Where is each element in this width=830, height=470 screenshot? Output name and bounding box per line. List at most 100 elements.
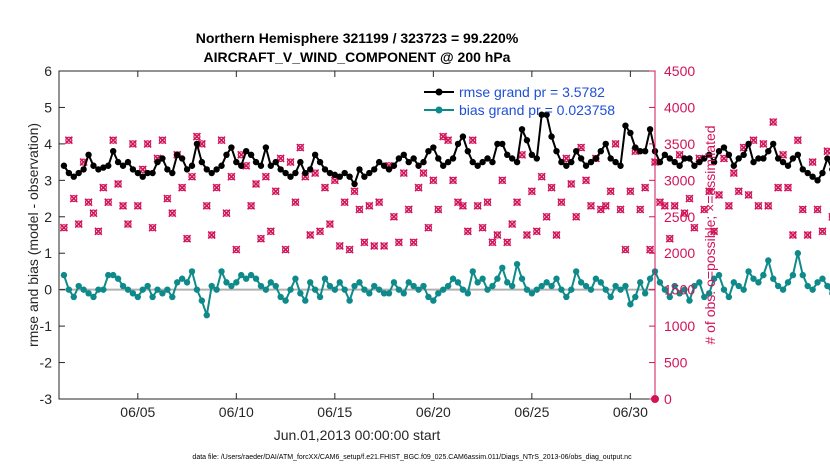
- obs-possible-marker: [104, 198, 112, 206]
- y-axis-label-left: rmse and bias (model - observation): [25, 123, 41, 347]
- obs-assimilated-marker: [335, 241, 344, 250]
- rmse-point: [710, 158, 718, 166]
- obs-x-stroke: [335, 241, 344, 250]
- rmse-point: [139, 173, 146, 180]
- obs-possible-marker: [168, 209, 176, 217]
- rmse-point: [272, 158, 279, 166]
- obs-x-stroke: [537, 172, 546, 181]
- obs-x-stroke: [513, 198, 522, 207]
- rmse-point: [282, 169, 289, 177]
- rmse-point: [681, 155, 688, 162]
- obs-x-stroke: [493, 230, 502, 240]
- bias-point: [415, 286, 422, 293]
- bias-point: [371, 282, 378, 290]
- bias-point: [331, 286, 339, 293]
- rmse-point: [705, 151, 713, 159]
- rmse-point: [508, 155, 516, 162]
- obs-x-stroke: [207, 230, 216, 240]
- bias-point: [188, 268, 196, 275]
- obs-assimilated-marker: [818, 227, 827, 236]
- x-tick-label: 06/10: [219, 404, 254, 420]
- obs-possible-marker: [498, 176, 506, 184]
- obs-assimilated-marker: [404, 205, 413, 214]
- bias-point: [223, 279, 230, 286]
- rmse-point: [75, 169, 82, 177]
- rmse-point: [346, 173, 353, 180]
- obs-x-stroke: [325, 220, 334, 229]
- obs-x-stroke: [783, 183, 793, 192]
- obs-possible-marker: [813, 205, 822, 214]
- obs-x-stroke: [399, 168, 408, 178]
- obs-x-stroke: [350, 187, 359, 196]
- bias-point: [420, 282, 427, 290]
- y-tick-label: 3: [44, 172, 52, 188]
- obs-possible-marker: [641, 184, 649, 192]
- rmse-point: [341, 169, 348, 177]
- obs-possible-marker: [528, 187, 536, 195]
- obs-x-stroke: [675, 150, 684, 159]
- bias-point: [277, 293, 284, 301]
- rmse-point: [149, 169, 156, 177]
- bias-point: [740, 286, 747, 293]
- legend-bias-label: bias grand pr = 0.023758: [459, 102, 615, 118]
- obs-x-stroke: [517, 150, 527, 159]
- obs-x-stroke: [64, 136, 73, 145]
- obs-possible-marker: [119, 202, 127, 210]
- obs-possible-marker: [410, 238, 418, 246]
- obs-assimilated-marker: [187, 172, 197, 181]
- obs-possible-marker: [764, 202, 772, 210]
- obs-x-stroke: [419, 168, 428, 178]
- obs-assimilated-marker: [94, 227, 103, 236]
- rmse-point: [528, 151, 536, 159]
- y-tick-label-right: 3500: [664, 136, 695, 152]
- obs-possible-marker: [818, 227, 827, 235]
- obs-possible-marker: [183, 235, 191, 243]
- bias-point: [824, 282, 830, 290]
- rmse-point: [686, 155, 693, 162]
- obs-x-stroke: [705, 187, 714, 196]
- obs-x-stroke: [163, 194, 172, 203]
- bias-point: [617, 286, 624, 293]
- obs-assimilated-marker: [99, 183, 108, 192]
- rmse-point: [691, 162, 698, 169]
- obs-x-stroke: [222, 209, 231, 218]
- obs-x-stroke: [680, 209, 689, 218]
- rmse-point: [740, 151, 747, 159]
- obs-x-stroke: [641, 183, 650, 192]
- obs-x-stroke: [212, 183, 221, 192]
- obs-x-stroke: [409, 238, 418, 247]
- rmse-point: [80, 166, 87, 173]
- legend-bias-marker: [435, 106, 443, 114]
- obs-possible-marker: [469, 136, 477, 144]
- bias-point: [302, 297, 309, 304]
- obs-possible-marker: [789, 231, 797, 239]
- legend-rmse-marker: [435, 88, 443, 96]
- bias-point: [568, 286, 575, 293]
- obs-possible-marker: [429, 176, 437, 184]
- obs-x-stroke: [370, 241, 379, 250]
- rmse-point: [750, 158, 757, 166]
- obs-assimilated-marker: [419, 168, 428, 178]
- obs-possible-marker: [134, 202, 142, 210]
- obs-possible-marker: [395, 238, 403, 246]
- rmse-point: [233, 158, 240, 166]
- y-tick-label: 5: [44, 99, 52, 115]
- bias-point: [95, 286, 102, 293]
- rmse-point: [715, 147, 723, 155]
- obs-x-stroke: [424, 223, 433, 232]
- bias-point: [681, 286, 688, 293]
- obs-x-stroke: [586, 201, 596, 210]
- rmse-point: [90, 162, 97, 169]
- obs-assimilated-marker: [641, 183, 650, 192]
- obs-possible-marker: [370, 242, 378, 250]
- bias-point: [765, 257, 772, 264]
- obs-possible-marker: [562, 154, 570, 163]
- plot-area: 06/05 06/10 06/15 06/20 06/25 06/30 -3 -2 -1 0 1 2…: [40, 63, 830, 420]
- obs-possible-marker: [636, 205, 644, 214]
- obs-possible-marker: [65, 136, 73, 144]
- bias-point: [686, 297, 693, 304]
- rmse-point: [696, 158, 703, 166]
- obs-possible-marker: [272, 187, 280, 195]
- obs-possible-marker: [784, 184, 792, 192]
